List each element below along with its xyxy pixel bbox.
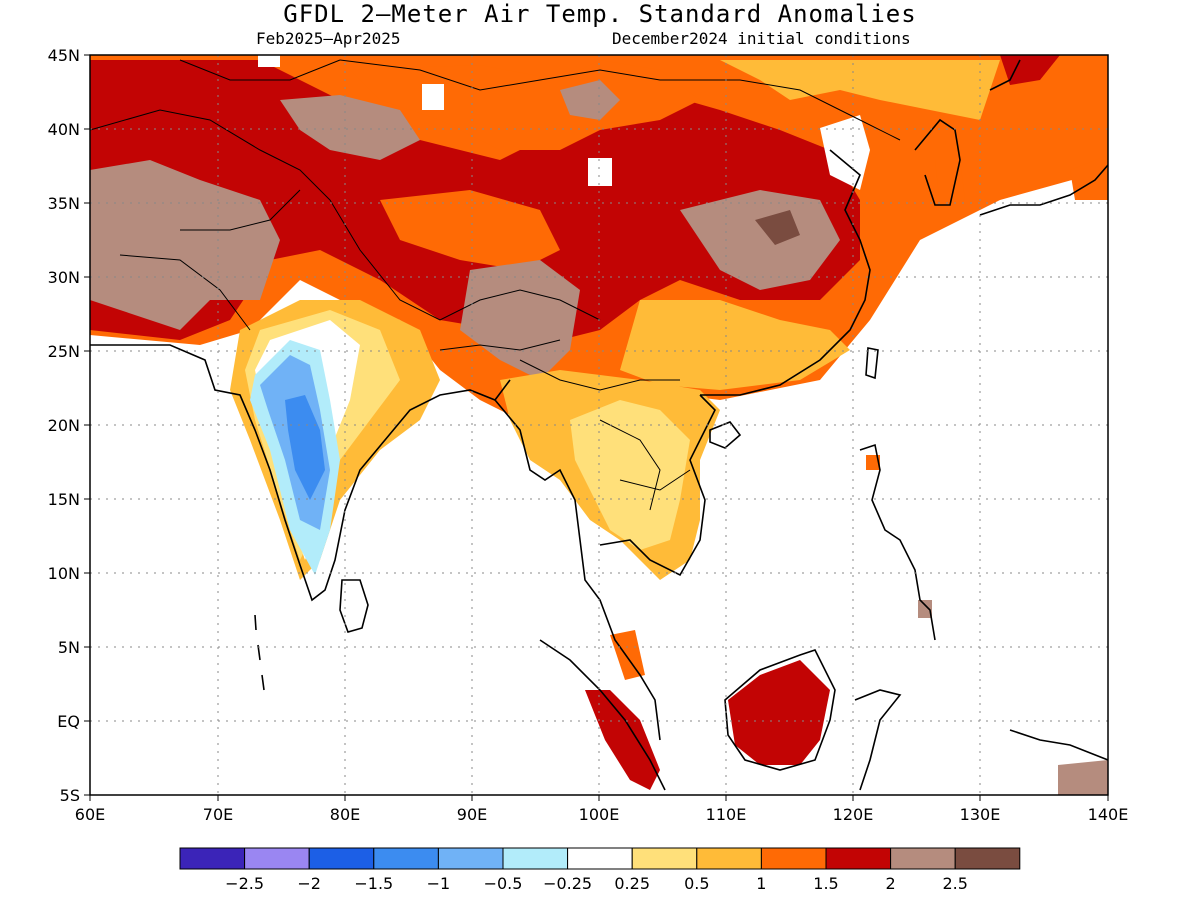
anomaly-region <box>380 190 560 270</box>
anomaly-region <box>820 115 870 190</box>
lon-tick-label: 100E <box>579 805 620 824</box>
anomaly-region <box>350 60 700 150</box>
lon-tick-label: 60E <box>75 805 105 824</box>
lat-tick-label: 5N <box>58 638 80 657</box>
lon-tick-label: 70E <box>203 805 233 824</box>
anomaly-field <box>90 55 1108 795</box>
country-borders <box>90 59 901 511</box>
colorbar-swatch <box>890 847 956 870</box>
lat-tick-label: 40N <box>48 120 80 139</box>
colorbar-label: −2.5 <box>225 874 264 893</box>
map-grid <box>90 55 1108 795</box>
lat-tick-label: 30N <box>48 268 80 287</box>
lon-tick-label: 80E <box>330 805 360 824</box>
colorbar-label: 2 <box>886 874 896 893</box>
anomaly-region <box>560 80 620 120</box>
colorbar-label: 1.5 <box>813 874 838 893</box>
anomaly-region <box>935 160 965 205</box>
anomaly-region <box>280 95 420 160</box>
lat-tick-label: 5S <box>60 786 80 805</box>
anomaly-region <box>610 630 645 680</box>
lat-tick-label: 10N <box>48 564 80 583</box>
colorbar-swatch <box>308 847 375 870</box>
anomaly-region <box>422 84 444 110</box>
anomaly-region <box>728 660 830 765</box>
colorbar-swatch <box>954 847 1021 870</box>
lat-tick-label: EQ <box>57 712 80 731</box>
lat-axis: 45N 40N 35N 30N 25N 20N 15N 10N 5N EQ 5S <box>48 46 80 805</box>
anomaly-region <box>1000 55 1060 85</box>
lon-tick-label: 140E <box>1088 805 1129 824</box>
colorbar-swatch <box>437 847 504 870</box>
season-label: Feb2025—Apr2025 <box>256 29 401 48</box>
anomaly-region <box>1058 760 1108 795</box>
lon-tick-label: 110E <box>706 805 747 824</box>
anomaly-region <box>570 400 690 550</box>
lat-tick-label: 35N <box>48 194 80 213</box>
lat-tick-label: 45N <box>48 46 80 65</box>
lon-tick-label: 130E <box>960 805 1001 824</box>
colorbar-label: 0.5 <box>684 874 709 893</box>
colorbar-swatch <box>631 847 698 870</box>
anomaly-region <box>285 395 325 500</box>
colorbar-label: 2.5 <box>942 874 967 893</box>
anomaly-region <box>588 158 612 186</box>
colorbar-label: −1.5 <box>354 874 393 893</box>
colorbar-label: −2 <box>297 874 321 893</box>
colorbar-swatch <box>502 847 569 870</box>
colorbar-swatch <box>696 847 762 870</box>
colorbar: −2.5 −2 −1.5 −1 −0.5 −0.25 0.25 0.5 1 1.5 2 2.5 <box>179 847 1021 893</box>
lat-tick-label: 20N <box>48 416 80 435</box>
colorbar-swatch <box>567 847 633 870</box>
anomaly-region <box>866 455 880 470</box>
lat-tick-label: 15N <box>48 490 80 509</box>
colorbar-swatch <box>179 847 246 870</box>
anomaly-region <box>680 190 840 290</box>
colorbar-swatch <box>373 847 439 870</box>
anomaly-region <box>620 300 850 390</box>
lon-tick-label: 120E <box>833 805 874 824</box>
colorbar-swatch <box>825 847 892 870</box>
anomaly-region <box>585 690 660 790</box>
lat-tick-label: 25N <box>48 342 80 361</box>
colorbar-label: −0.5 <box>484 874 523 893</box>
anomaly-region <box>90 160 280 330</box>
map-title: GFDL 2—Meter Air Temp. Standard Anomalie… <box>283 0 917 28</box>
lon-axis: 60E 70E 80E 90E 100E 110E 120E 130E 140E <box>75 805 1129 824</box>
colorbar-label: 0.25 <box>614 874 650 893</box>
axis-ticks <box>84 54 1109 801</box>
anomaly-region <box>460 260 580 380</box>
colorbar-label: 1 <box>756 874 766 893</box>
colorbar-swatch <box>760 847 827 870</box>
colorbar-label: −0.25 <box>543 874 592 893</box>
colorbar-swatch <box>244 847 310 870</box>
initial-conditions-label: December2024 initial conditions <box>612 29 911 48</box>
lon-tick-label: 90E <box>457 805 487 824</box>
anomaly-region <box>755 210 800 245</box>
colorbar-label: −1 <box>427 874 451 893</box>
anomaly-region <box>258 55 280 67</box>
anomaly-region <box>720 60 1000 120</box>
anomaly-region <box>918 600 932 618</box>
